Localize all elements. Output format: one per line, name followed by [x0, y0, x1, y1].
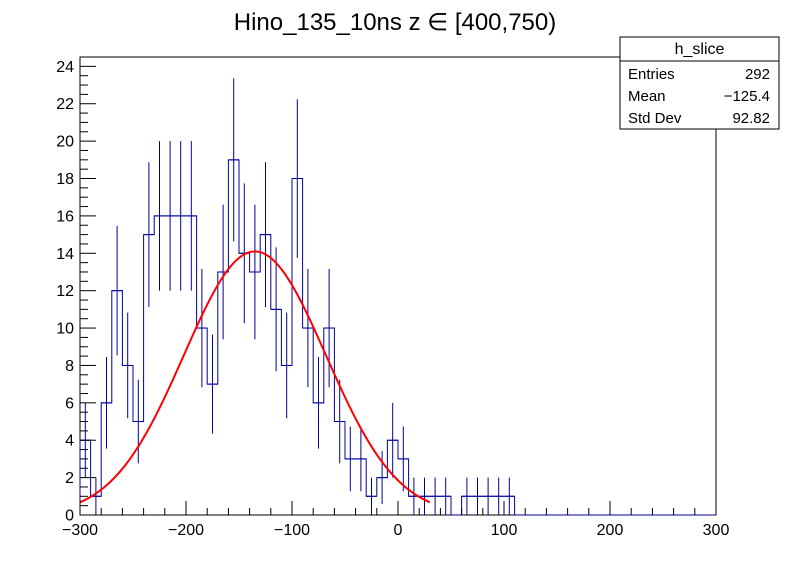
plot-area [79, 56, 717, 516]
y-tick-label: 18 [56, 171, 74, 188]
y-tick-label: 8 [65, 358, 74, 375]
x-tick-label: 100 [491, 522, 518, 539]
stats-box-title: h_slice [675, 41, 725, 58]
stats-value-stddev: 92.82 [732, 110, 770, 127]
stats-label-stddev: Std Dev [628, 110, 682, 127]
gaussian-fit-curve [79, 250, 431, 504]
x-tick-label: −100 [274, 522, 310, 539]
x-tick-label: 300 [703, 522, 730, 539]
y-tick-label: 10 [56, 321, 74, 338]
stats-value-entries: 292 [745, 66, 770, 83]
stats-label-mean: Mean [628, 88, 666, 105]
x-tick-label: −200 [168, 522, 204, 539]
y-tick-label: 12 [56, 283, 74, 300]
stats-box-frame [619, 36, 780, 130]
y-tick-label: 4 [65, 433, 74, 450]
y-tick-label: 14 [56, 246, 74, 263]
y-tick-label: 0 [65, 508, 74, 525]
stats-label-entries: Entries [628, 66, 675, 83]
error-bar-layer [84, 78, 510, 515]
stats-box: h_slice Entries 292 Mean −125.4 Std Dev … [619, 36, 780, 130]
chart-title: Hino_135_10ns z ∈ [400,750) [234, 9, 556, 36]
y-tick-label: 6 [65, 395, 74, 412]
y-tick-label: 20 [56, 134, 74, 151]
fit-layer [79, 250, 431, 504]
stats-value-mean: −125.4 [724, 88, 770, 105]
x-tick-label: 0 [394, 522, 403, 539]
y-tick-label: 2 [65, 470, 74, 487]
x-tick-label: −300 [62, 522, 98, 539]
x-tick-label: 200 [597, 522, 624, 539]
x-axis: −300 −200 −100 0 100 200 300 [62, 501, 729, 539]
y-tick-label: 16 [56, 208, 74, 225]
y-tick-label: 24 [56, 59, 74, 76]
y-tick-label: 22 [56, 96, 74, 113]
